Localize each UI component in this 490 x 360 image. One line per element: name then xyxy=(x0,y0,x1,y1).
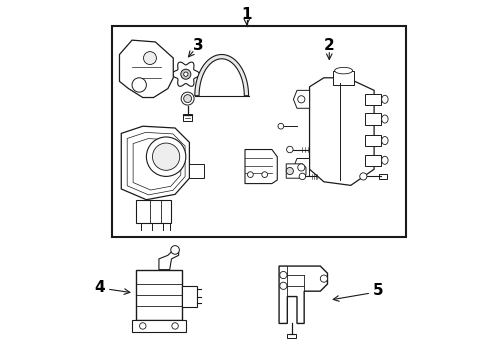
Circle shape xyxy=(140,323,146,329)
Ellipse shape xyxy=(335,67,353,74)
Polygon shape xyxy=(159,252,179,270)
Ellipse shape xyxy=(382,95,388,103)
Bar xyxy=(287,334,296,338)
Text: 3: 3 xyxy=(193,38,204,53)
Circle shape xyxy=(262,172,268,177)
Circle shape xyxy=(280,271,287,279)
Text: 5: 5 xyxy=(372,283,383,298)
Polygon shape xyxy=(286,164,306,178)
Circle shape xyxy=(181,69,191,79)
Circle shape xyxy=(132,78,147,92)
Circle shape xyxy=(360,173,367,180)
Polygon shape xyxy=(136,200,172,223)
Text: 1: 1 xyxy=(242,7,252,22)
Polygon shape xyxy=(279,266,327,323)
Bar xyxy=(365,135,381,146)
Ellipse shape xyxy=(382,115,388,123)
Circle shape xyxy=(181,92,194,105)
Polygon shape xyxy=(294,158,310,176)
Polygon shape xyxy=(310,78,374,185)
Bar xyxy=(183,114,192,121)
Bar xyxy=(365,154,381,166)
Circle shape xyxy=(320,275,327,282)
Bar xyxy=(333,71,354,85)
Circle shape xyxy=(278,123,284,129)
Ellipse shape xyxy=(382,136,388,145)
Polygon shape xyxy=(122,126,190,200)
Circle shape xyxy=(286,167,294,175)
Circle shape xyxy=(144,51,156,64)
Ellipse shape xyxy=(382,156,388,164)
Polygon shape xyxy=(172,62,199,86)
Polygon shape xyxy=(190,164,204,178)
Circle shape xyxy=(172,323,178,329)
Text: 2: 2 xyxy=(324,38,335,53)
Polygon shape xyxy=(132,320,186,332)
Circle shape xyxy=(287,146,293,153)
Bar xyxy=(379,174,388,179)
Circle shape xyxy=(298,96,305,103)
Bar xyxy=(365,94,381,105)
Polygon shape xyxy=(136,270,182,320)
Circle shape xyxy=(280,282,287,289)
Circle shape xyxy=(184,72,188,76)
Circle shape xyxy=(184,95,192,103)
Polygon shape xyxy=(245,149,277,184)
Text: 4: 4 xyxy=(95,280,105,295)
Polygon shape xyxy=(182,286,196,307)
Polygon shape xyxy=(294,90,310,108)
Circle shape xyxy=(299,173,306,180)
Circle shape xyxy=(171,246,179,254)
Circle shape xyxy=(147,137,186,176)
Bar xyxy=(112,26,406,237)
Circle shape xyxy=(298,164,305,171)
Circle shape xyxy=(247,172,253,177)
Polygon shape xyxy=(195,54,248,96)
Polygon shape xyxy=(120,40,173,98)
Bar xyxy=(365,113,381,125)
Circle shape xyxy=(152,143,180,170)
